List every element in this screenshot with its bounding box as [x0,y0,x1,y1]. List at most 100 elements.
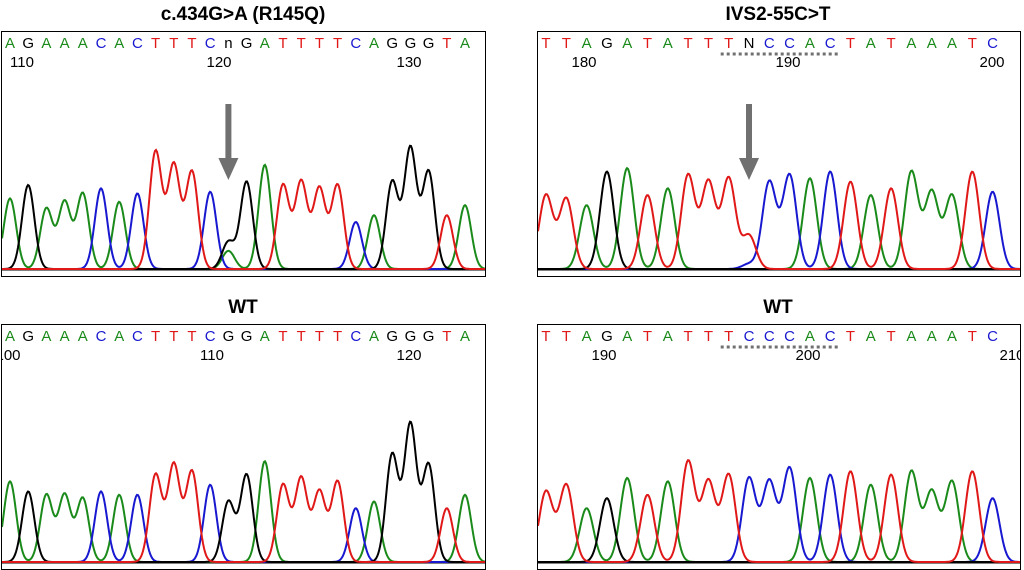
base-call: G [241,328,253,345]
base-call: T [151,35,160,52]
base-call: T [643,328,652,345]
chromatogram-panel-2: T T A G A T A T T T N C C A C T A T A A A T C 180 190 200 [537,31,1021,277]
base-call: T [887,328,896,345]
trace-T [2,148,485,270]
base-call: A [41,328,51,345]
position-label: 120 [206,54,231,71]
chromatogram-panel-4: TTAGATATTTCCCACTATAAATC190200210 [537,324,1021,570]
base-call: T [968,328,977,345]
base-call: T [562,35,571,52]
base-call: A [582,328,592,345]
base-call: A [5,328,15,345]
panel-2-title: IVS2-55C>T [725,4,831,25]
position-label: 200 [795,347,820,364]
panel-4-title: WT [763,297,793,318]
base-call: G [423,328,435,345]
chromatogram-3-svg: AGAAACACTTTCGGATTTTCAGGGTA100110120 [2,328,485,564]
position-label: 130 [396,54,421,71]
base-call: C [350,35,361,52]
base-call: C [784,328,795,345]
trace-G [538,497,1020,563]
trace-A [2,163,485,270]
base-call: C [96,35,107,52]
base-call: G [601,35,613,52]
base-call: A [866,35,876,52]
base-call: G [601,328,613,345]
chromatogram-4-svg: TTAGATATTTCCCACTATAAATC190200210 [538,328,1020,564]
base-call: C [784,35,795,52]
base-call: A [60,328,70,345]
base-call: C [764,35,775,52]
base-call: G [22,35,34,52]
base-call: C [744,328,755,345]
base-call: A [866,328,876,345]
base-call: T [968,35,977,52]
trace-C [2,186,485,270]
base-call: A [41,35,51,52]
trace-G [2,144,485,270]
base-call: A [369,35,379,52]
trace-C [538,465,1020,563]
base-call: C [825,328,836,345]
base-call: T [684,35,693,52]
position-label: 110 [10,54,34,71]
base-call: T [684,328,693,345]
base-call: A [60,35,70,52]
base-call: G [223,328,235,345]
base-call: A [663,35,673,52]
base-call: A [947,328,957,345]
base-call: T [541,328,550,345]
base-call: C [132,328,143,345]
base-call: C [205,328,216,345]
base-call: A [663,328,673,345]
base-call: A [622,35,632,52]
trace-T [2,460,485,563]
trace-G [538,170,1020,270]
base-call: A [260,35,270,52]
trace-G [2,420,485,563]
base-call: A [5,35,15,52]
base-call: C [96,328,107,345]
base-call: A [369,328,379,345]
base-call: T [724,35,733,52]
trace-C [2,483,485,563]
base-call: A [906,328,916,345]
position-label: 200 [979,54,1004,71]
base-call: A [114,35,124,52]
base-call: n [224,35,232,52]
base-call: T [887,35,896,52]
chromatogram-panel-3: AGAAACACTTTCGGATTTTCAGGGTA100110120 [1,324,486,570]
base-call: G [423,35,435,52]
base-call: A [947,35,957,52]
base-call: A [78,35,88,52]
position-label: 210 [999,347,1020,364]
base-call: A [260,328,270,345]
base-call: A [460,328,470,345]
base-call: T [442,328,451,345]
base-call: N [744,35,755,52]
base-call: T [724,328,733,345]
base-call: T [278,328,287,345]
position-label: 190 [775,54,800,71]
base-call: T [643,35,652,52]
base-call: A [927,35,937,52]
base-call: T [187,35,196,52]
base-call: C [764,328,775,345]
base-call: G [405,35,417,52]
base-call: A [805,328,815,345]
variant-arrow-icon [739,104,759,180]
base-call: T [541,35,550,52]
base-call: T [333,35,342,52]
position-label: 110 [200,347,224,364]
base-call: T [278,35,287,52]
base-call: A [582,35,592,52]
base-call: A [805,35,815,52]
position-label: 120 [396,347,421,364]
trace-T [538,459,1020,563]
base-call: G [22,328,34,345]
base-call: G [241,35,253,52]
base-call: C [350,328,361,345]
